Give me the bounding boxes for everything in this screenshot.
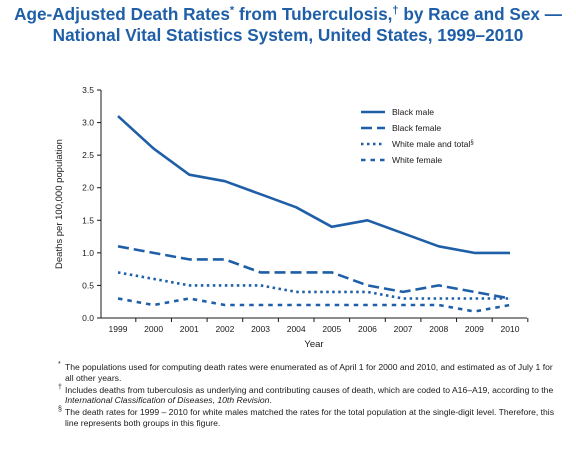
x-tick-label: 2004 [287,324,306,334]
footnote-2: † Includes deaths from tuberculosis as u… [58,383,558,407]
legend-label-black-female: Black female [392,123,441,133]
legend-label-white-female: White female [392,155,442,165]
title-footnote-star: * [229,4,235,17]
y-tick-label: 2.0 [82,183,94,193]
footnote-text: The death rates for 1999 – 2010 for whit… [65,407,555,428]
y-tick-label: 1.0 [82,248,94,258]
x-tick-label: 2007 [394,324,413,334]
legend-footnote-mark: § [470,140,473,146]
legend-label-white-male-and-total: White male and total§ [392,139,474,149]
x-tick-label: 2010 [501,324,520,334]
x-tick-label: 2000 [144,324,163,334]
series-line-black-female [117,245,511,300]
chart-legend: Black male Black female White male and tot… [361,107,474,165]
chart-series [117,115,511,313]
x-tick-label: 2002 [215,324,234,334]
series-line-black-male [117,115,510,255]
footnote-3: § The death rates for 1999 – 2010 for wh… [58,406,558,429]
chart-title: Age-Adjusted Death Rates* from Tuberculo… [0,4,576,46]
y-tick-label: 0.0 [82,313,94,323]
y-tick-label: 3.5 [82,85,94,95]
footnote-1: * The populations used for computing dea… [58,361,558,384]
title-line-1: Age-Adjusted Death Rates* from Tuberculo… [0,4,576,25]
y-tick-label: 3.0 [82,118,94,128]
x-tick-label: 2008 [429,324,448,334]
x-tick-label: 2005 [322,324,341,334]
x-axis-label: Year [304,339,323,350]
footnote-mark: † [58,383,62,391]
footnote-text: The populations used for computing death… [65,362,553,383]
x-tick-label: 2003 [251,324,270,334]
title-text-b: from Tuberculosis, [234,4,393,24]
y-tick-label: 1.5 [82,215,94,225]
series-line-white-male-and-total [117,271,510,300]
footnote-text: Includes deaths from tuberculosis as und… [65,384,554,395]
title-text-c: by Race and Sex — [398,4,562,24]
footnote-citation: International Classification of Diseases… [65,395,270,406]
title-text-a: Age-Adjusted Death Rates [14,4,230,24]
x-tick-label: 2009 [465,324,484,334]
title-footnote-dagger: † [392,4,399,17]
x-tick-label: 2001 [180,324,199,334]
y-tick-label: 2.5 [82,150,94,160]
footnote-mark: § [58,406,62,414]
series-line-white-female [117,297,511,313]
chart-axes: 0.0 0.5 1.0 1.5 2.0 2.5 3.0 3.5 1999 2000 2001 2002… [54,85,529,350]
footnote-text-end: . [269,395,272,406]
line-chart: 0.0 0.5 1.0 1.5 2.0 2.5 3.0 3.5 1999 2000 2001 2002… [54,85,529,350]
y-tick-label: 0.5 [82,280,94,290]
y-axis-label: Deaths per 100,000 population [54,139,65,269]
x-tick-label: 1999 [109,324,128,334]
footnote-mark: * [58,361,61,368]
footnotes: * The populations used for computing dea… [58,361,558,430]
legend-label-black-male: Black male [392,107,434,117]
x-tick-label: 2006 [358,324,377,334]
title-line-2: National Vital Statistics System, United… [52,25,524,45]
